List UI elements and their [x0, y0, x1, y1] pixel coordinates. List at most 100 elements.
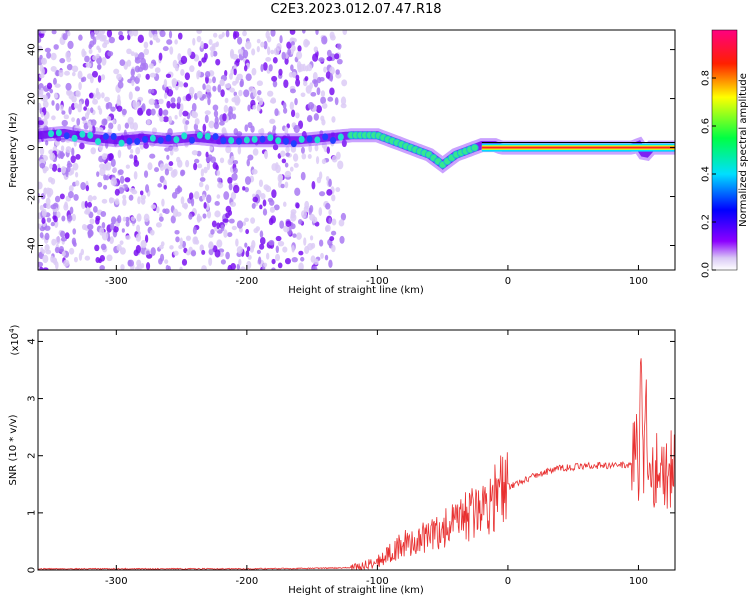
scatter-point	[95, 87, 99, 96]
ridge-blob	[181, 132, 188, 140]
bottom-x-tick-label: 100	[629, 576, 648, 587]
scatter-point	[301, 30, 306, 34]
scatter-point	[168, 115, 173, 124]
scatter-point	[185, 120, 190, 125]
scatter-point	[158, 216, 164, 222]
scatter-point	[341, 79, 348, 87]
scatter-point	[318, 57, 325, 63]
scatter-point	[321, 102, 328, 109]
scatter-point	[204, 114, 209, 124]
top-y-axis-label: Frequency (Hz)	[8, 112, 19, 188]
scatter-point	[219, 157, 225, 164]
scatter-point	[100, 92, 105, 99]
scatter-point	[167, 265, 172, 270]
scatter-point	[80, 248, 85, 256]
scatter-point	[81, 200, 86, 210]
scatter-point	[216, 170, 221, 176]
scatter-point	[137, 34, 144, 43]
scatter-point	[213, 32, 218, 38]
scatter-point	[51, 115, 56, 121]
ridge-blob	[290, 140, 297, 148]
scatter-point	[168, 161, 174, 167]
scatter-point	[150, 88, 155, 94]
scatter-point	[80, 181, 86, 191]
scatter-point	[214, 210, 221, 218]
scatter-point	[233, 128, 239, 136]
scatter-point	[243, 65, 248, 72]
scatter-point	[284, 162, 289, 168]
scatter-point	[228, 218, 235, 224]
scatter-point	[128, 194, 134, 201]
scatter-point	[321, 35, 328, 45]
scatter-point	[221, 128, 227, 135]
scatter-point	[326, 56, 333, 62]
scatter-point	[62, 33, 68, 41]
scatter-point	[244, 186, 249, 193]
scatter-point	[97, 75, 102, 83]
scatter-point	[40, 87, 44, 96]
scatter-point	[54, 261, 59, 270]
scatter-point	[290, 88, 296, 94]
scatter-point	[130, 216, 135, 222]
scatter-point	[54, 195, 61, 203]
scatter-point	[201, 194, 206, 201]
scatter-point	[275, 235, 282, 242]
scatter-point	[118, 30, 124, 36]
bottom-y-axis-label: SNR (10 * v/v)	[8, 414, 19, 485]
scatter-point	[177, 32, 183, 40]
bottom-y-tick-label: 0	[27, 567, 38, 573]
scatter-point	[334, 97, 339, 106]
scatter-point	[213, 110, 219, 118]
scatter-point	[149, 40, 153, 46]
scatter-point	[154, 167, 160, 173]
scatter-point	[90, 107, 94, 114]
scatter-point	[163, 184, 167, 190]
scatter-point	[98, 142, 104, 152]
scatter-point	[259, 237, 266, 245]
scatter-point	[196, 150, 202, 157]
scatter-point	[86, 73, 93, 80]
scatter-point	[300, 171, 306, 181]
scatter-point	[204, 71, 211, 78]
scatter-point	[290, 41, 295, 46]
scatter-point	[256, 103, 261, 112]
scatter-point	[165, 73, 172, 79]
scatter-point	[271, 163, 278, 171]
scatter-point	[46, 217, 52, 223]
scatter-point	[76, 118, 81, 126]
scatter-point	[79, 142, 85, 150]
colorbar-label: Normalized spectral amplitude	[738, 73, 749, 227]
scatter-point	[252, 196, 259, 203]
scatter-point	[166, 154, 170, 160]
scatter-point	[339, 235, 345, 244]
ridge-blob	[259, 135, 266, 143]
scatter-point	[155, 222, 162, 228]
scatter-point	[259, 243, 265, 250]
scatter-point	[217, 84, 222, 93]
scatter-point	[212, 85, 217, 92]
scatter-point	[100, 243, 107, 250]
scatter-point	[242, 186, 246, 191]
scatter-point	[291, 245, 295, 253]
scatter-point	[169, 245, 174, 250]
chart-title: C2E3.2023.012.07.47.R18	[270, 2, 442, 17]
scatter-point	[298, 262, 304, 270]
scatter-point	[56, 211, 61, 219]
scatter-point	[84, 255, 91, 261]
scatter-point	[206, 210, 212, 219]
scatter-point	[295, 232, 302, 240]
scatter-point	[217, 177, 222, 183]
scatter-point	[132, 30, 139, 37]
scatter-point	[304, 76, 309, 82]
scatter-point	[177, 53, 182, 62]
scatter-point	[321, 141, 327, 149]
scatter-point	[206, 161, 211, 171]
scatter-point	[243, 89, 250, 98]
scatter-point	[224, 83, 231, 89]
scatter-point	[164, 147, 170, 152]
scatter-point	[170, 170, 177, 178]
scatter-point	[258, 256, 262, 265]
scatter-point	[137, 107, 144, 116]
ridge-blob	[243, 136, 250, 144]
